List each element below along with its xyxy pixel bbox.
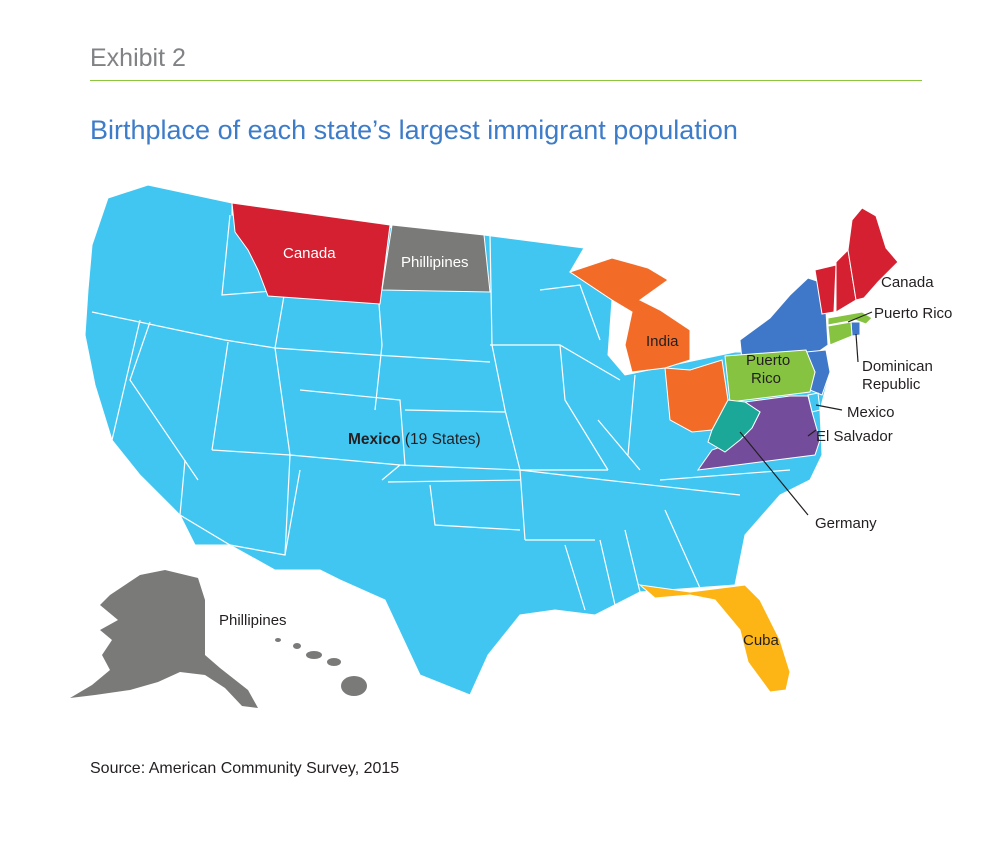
label-cuba: Cuba [743, 632, 780, 649]
region-puerto-rico-ma [827, 311, 873, 326]
region-cuba [638, 584, 791, 693]
region-puerto-rico-pa [724, 349, 816, 403]
label-philippines-ak: Phillipines [219, 612, 287, 629]
region-dominican-ny [739, 277, 829, 361]
region-philippines-ak [70, 570, 258, 708]
region-germany [707, 399, 761, 453]
region-philippines-nd [381, 224, 491, 293]
label-canada-ne: Canada [881, 274, 934, 291]
label-philippines-nd: Phillipines [401, 254, 469, 271]
region-mexico [84, 184, 831, 696]
label-puerto-rico-pa-1: Puerto [746, 352, 790, 369]
region-canada-vt [814, 264, 837, 315]
state-borders [91, 214, 791, 611]
label-puerto-rico-ma: Puerto Rico [874, 305, 952, 322]
label-mexico-de: Mexico [847, 404, 895, 421]
page-title: Birthplace of each state’s largest immig… [90, 115, 738, 145]
region-puerto-rico-ct [827, 321, 853, 346]
region-philippines-hi [275, 638, 367, 696]
label-puerto-rico-pa-2: Rico [751, 370, 781, 387]
label-el-salvador: El Salvador [816, 428, 893, 445]
header-divider [90, 80, 922, 81]
label-dominican-republic-1: Dominican [862, 358, 933, 375]
source-note: Source: American Community Survey, 2015 [90, 760, 400, 777]
label-mexico: Mexico (19 States) [348, 431, 481, 448]
label-germany: Germany [815, 515, 877, 532]
exhibit-label: Exhibit 2 [90, 44, 186, 72]
leader-lines [739, 311, 873, 516]
label-dominican-republic-2: Republic [862, 376, 921, 393]
region-india-mi [568, 257, 691, 373]
region-canada-montana [231, 202, 391, 305]
label-india: India [646, 333, 679, 350]
region-canada-me [847, 207, 899, 301]
label-canada-west: Canada [283, 245, 336, 262]
